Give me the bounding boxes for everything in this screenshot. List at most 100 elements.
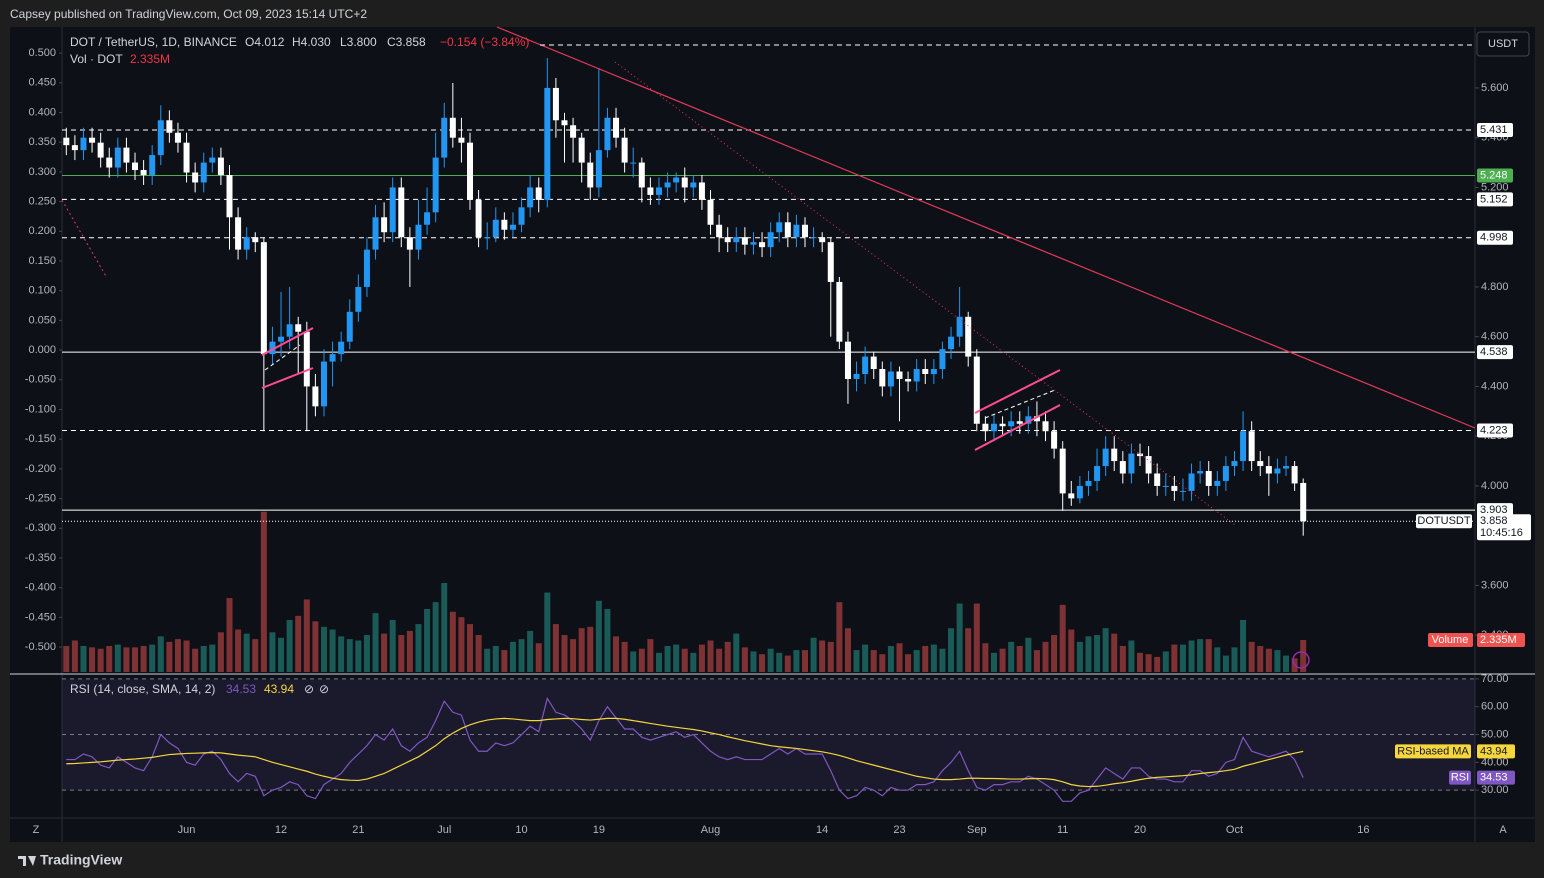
- candle-body: [724, 237, 731, 243]
- level-label: 5.248: [1480, 169, 1508, 181]
- candle-body: [200, 162, 207, 183]
- candle-body: [587, 162, 594, 188]
- x-tick-label: 12: [275, 824, 287, 836]
- candle-body: [664, 182, 671, 188]
- volume-bar: [63, 645, 70, 672]
- auto-button[interactable]: A: [1499, 824, 1507, 836]
- volume-bar: [587, 626, 594, 672]
- rsi-tick-label: 70.00: [1481, 673, 1509, 685]
- candle-body: [733, 237, 740, 243]
- volume-bar: [1274, 650, 1281, 672]
- volume-bar: [458, 617, 465, 672]
- volume-bar: [896, 643, 903, 672]
- volume-bar: [260, 511, 267, 672]
- candle-body: [1257, 461, 1264, 467]
- candle-body: [621, 137, 628, 163]
- trend-line: [61, 199, 108, 279]
- level-label-box: [1477, 192, 1513, 207]
- rsi-value: 43.94: [1480, 745, 1508, 757]
- volume-bar: [793, 650, 800, 672]
- candle-body: [192, 172, 199, 183]
- volume-bar: [89, 647, 96, 672]
- volume-bar: [1197, 639, 1204, 672]
- volume-bar: [192, 648, 199, 672]
- rsi-tick-label: 30.00: [1481, 784, 1509, 796]
- channel-line: [974, 404, 1061, 451]
- candle-body: [217, 157, 224, 176]
- ohlc-change: −0.154 (−3.84%): [440, 35, 529, 49]
- candle-body: [458, 137, 465, 143]
- volume-bar: [733, 633, 740, 672]
- candle-body: [475, 199, 482, 238]
- currency-button[interactable]: [1476, 31, 1530, 57]
- candle-body: [1145, 456, 1152, 474]
- volume-bar: [338, 636, 345, 672]
- level-label: 3.903: [1480, 504, 1508, 516]
- candle-body: [1094, 466, 1101, 481]
- candle-body: [174, 132, 181, 143]
- level-label: 4.998: [1480, 232, 1508, 244]
- rsi-icon: ⊘: [319, 682, 329, 696]
- rsi-value: 34.53: [1480, 771, 1508, 783]
- rsi-tick-label: 40.00: [1481, 756, 1509, 768]
- volume-bar: [381, 633, 388, 672]
- alert-icon[interactable]: [1292, 651, 1310, 669]
- candle-body: [939, 349, 946, 370]
- y-tick-label: 4.600: [1481, 331, 1509, 343]
- candle-body: [990, 423, 997, 432]
- volume-bar: [80, 645, 87, 672]
- volume-bar: [123, 647, 130, 672]
- volume-bar: [664, 645, 671, 672]
- candle-body: [1179, 490, 1186, 492]
- volume-bar: [209, 644, 216, 672]
- ohlc-low: L3.800: [340, 35, 377, 49]
- x-tick-label: 20: [1134, 824, 1146, 836]
- volume-bar: [810, 637, 817, 672]
- candle-body: [956, 316, 963, 337]
- volume-bar: [1171, 644, 1178, 672]
- volume-bar: [1059, 604, 1066, 672]
- volume-bar: [595, 600, 602, 672]
- left-tick-label: 0.350: [28, 136, 56, 148]
- volume-bar: [174, 639, 181, 672]
- volume-bar: [492, 645, 499, 672]
- candle-body: [982, 423, 989, 432]
- last-price: 3.858: [1480, 515, 1508, 527]
- volume-bar: [844, 628, 851, 672]
- candle-body: [698, 182, 705, 200]
- volume-bar: [570, 639, 577, 672]
- volume-bar: [922, 645, 929, 672]
- candle-body: [1085, 480, 1092, 486]
- volume-bar: [449, 611, 456, 672]
- zoom-button[interactable]: Z: [33, 824, 40, 836]
- candle-body: [578, 137, 585, 163]
- volume-bar: [1154, 656, 1161, 672]
- candle-body: [1214, 480, 1221, 486]
- candle-body: [166, 120, 173, 133]
- candle-body: [819, 237, 826, 243]
- rsi-tick-label: 60.00: [1481, 701, 1509, 713]
- volume-bar: [252, 639, 259, 672]
- volume-bar: [1188, 640, 1195, 672]
- rsi-line: [66, 717, 1304, 788]
- left-tick-label: 0.500: [28, 47, 56, 59]
- candle-body: [363, 249, 370, 287]
- candle-body: [1162, 485, 1169, 487]
- candle-body: [741, 237, 748, 245]
- x-tick-label: Aug: [701, 824, 721, 836]
- candle-body: [149, 155, 156, 176]
- candle-body: [518, 207, 525, 225]
- currency[interactable]: USDT: [1488, 38, 1518, 50]
- candle-body: [776, 222, 783, 233]
- candle-body: [1154, 473, 1161, 486]
- candle-body: [1016, 421, 1023, 424]
- volume-bar: [1248, 641, 1255, 672]
- candle-body: [346, 311, 353, 342]
- volume-bar: [1257, 645, 1264, 672]
- brand: TradingView: [40, 852, 122, 868]
- level-label: 4.538: [1480, 346, 1508, 358]
- candle-body: [810, 237, 817, 239]
- volume-bar: [329, 629, 336, 672]
- candle-body: [827, 242, 834, 282]
- candle-body: [853, 374, 860, 379]
